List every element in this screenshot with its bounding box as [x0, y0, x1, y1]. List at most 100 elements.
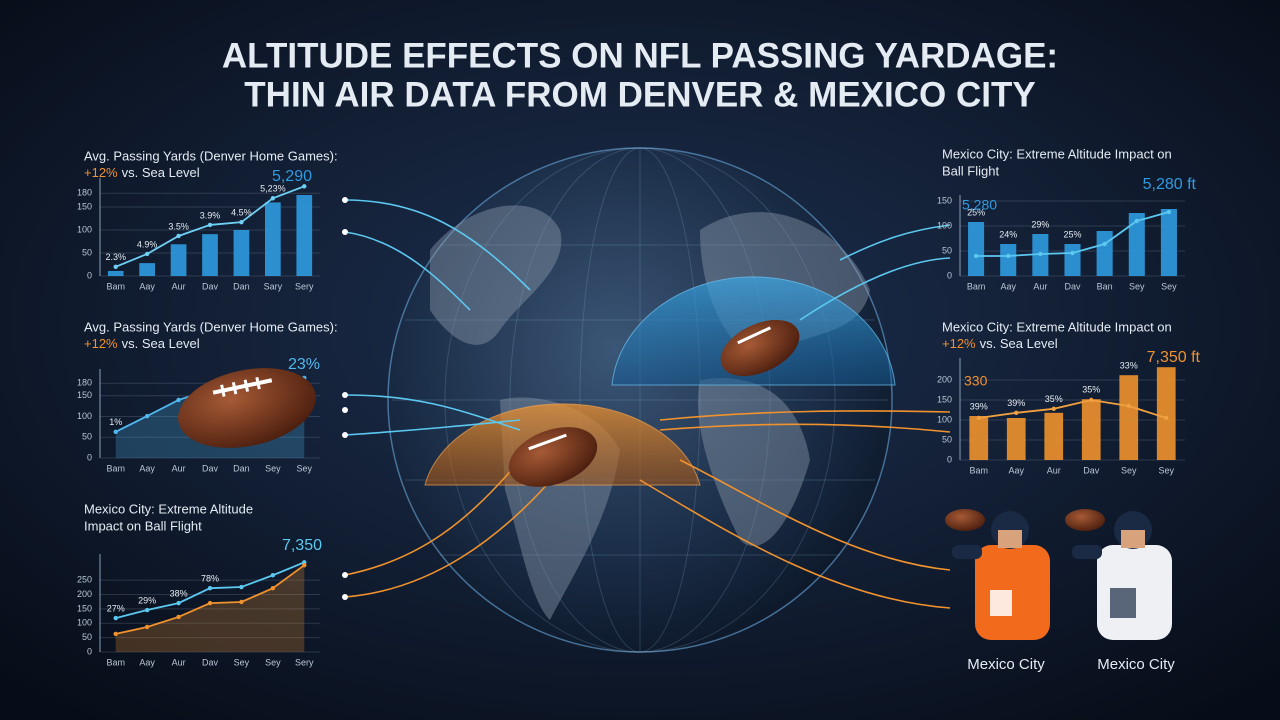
- x-tick-label: Sey: [234, 657, 250, 667]
- point: [144, 251, 150, 257]
- annotation: 38%: [170, 589, 188, 599]
- annotation: 3.9%: [200, 210, 221, 220]
- subtitle-highlight: +12%: [942, 336, 976, 351]
- point: [270, 585, 276, 591]
- bar: [968, 222, 985, 276]
- y-tick-label: 50: [82, 432, 92, 442]
- x-tick-label: Sery: [295, 281, 314, 291]
- point: [1006, 253, 1011, 259]
- subtitle-text: vs. Sea Level: [122, 165, 200, 180]
- panel-subtitle: +12% vs. Sea Level: [942, 336, 1058, 351]
- y-tick-label: 0: [87, 270, 92, 280]
- point: [1164, 415, 1169, 421]
- bar: [1081, 399, 1101, 460]
- panel-title: Mexico City: Extreme Altitude: [84, 501, 253, 516]
- x-tick-label: Dav: [1083, 465, 1100, 475]
- player-caption: Mexico City: [967, 656, 1045, 673]
- y-tick-label: 100: [77, 224, 92, 234]
- point: [1051, 406, 1056, 411]
- y-tick-label: 50: [942, 434, 952, 444]
- y-tick-label: 180: [77, 378, 92, 388]
- point: [113, 631, 118, 637]
- annotation: 39%: [1007, 398, 1025, 408]
- point: [1134, 218, 1139, 224]
- bar: [139, 263, 155, 276]
- y-tick-label: 200: [937, 374, 952, 384]
- x-tick-label: Dan: [233, 281, 250, 291]
- panel-title: Mexico City: Extreme Altitude Impact on: [942, 146, 1172, 161]
- point: [113, 264, 118, 269]
- x-tick-label: Aur: [172, 463, 186, 473]
- annotation: 29%: [1031, 219, 1049, 229]
- x-tick-label: Dav: [202, 463, 219, 473]
- annotation: 27%: [107, 603, 125, 613]
- annotation: 35%: [1045, 394, 1063, 404]
- annotation: 78%: [201, 574, 219, 584]
- big-label: 5,280: [962, 197, 997, 213]
- point: [270, 196, 276, 201]
- point: [1089, 397, 1094, 403]
- y-tick-label: 150: [77, 201, 92, 211]
- x-tick-label: Sey: [265, 463, 281, 473]
- point: [176, 614, 181, 620]
- globe: [387, 147, 896, 653]
- line: [978, 399, 1167, 419]
- panel-title: Avg. Passing Yards (Denver Home Games):: [84, 319, 338, 334]
- point: [144, 607, 150, 613]
- point: [1014, 410, 1019, 415]
- annotation: 33%: [1120, 361, 1138, 371]
- x-tick-label: Sey: [1129, 281, 1145, 291]
- annotation: 5,23%: [260, 184, 286, 194]
- subtitle-text: vs. Sea Level: [980, 336, 1058, 351]
- x-tick-label: Bam: [969, 465, 988, 475]
- connector-lines: [342, 197, 951, 609]
- x-tick-label: Sey: [1161, 281, 1177, 291]
- point: [1070, 250, 1075, 256]
- y-tick-label: 0: [87, 452, 92, 462]
- x-tick-label: Aay: [1008, 465, 1024, 475]
- panel-title: Mexico City: Extreme Altitude Impact on: [942, 319, 1172, 334]
- y-tick-label: 100: [77, 411, 92, 421]
- big-label: 5,290: [272, 168, 312, 185]
- big-label: 7,350 ft: [1147, 349, 1201, 366]
- annotation: 3.5%: [168, 221, 189, 231]
- y-tick-label: 150: [937, 195, 952, 205]
- y-tick-label: 100: [77, 618, 92, 628]
- point: [239, 599, 244, 605]
- bar: [1096, 231, 1113, 276]
- annotation: 39%: [970, 401, 988, 411]
- bar: [202, 234, 218, 276]
- panel-title: Impact on Ball Flight: [84, 518, 202, 533]
- annotation: 24%: [999, 229, 1017, 239]
- big-label: 330: [964, 373, 988, 389]
- x-tick-label: Aay: [1000, 281, 1016, 291]
- point: [176, 233, 181, 239]
- bar: [1064, 244, 1081, 276]
- bar: [107, 270, 124, 276]
- y-tick-label: 250: [77, 575, 92, 585]
- annotation: 4.9%: [137, 239, 158, 249]
- point: [1102, 241, 1107, 247]
- x-tick-label: Sey: [265, 657, 281, 667]
- x-tick-label: Aur: [1047, 465, 1061, 475]
- point: [113, 429, 118, 435]
- bar: [1044, 412, 1064, 460]
- annotation: 2.3%: [105, 252, 126, 262]
- big-label: 5,280 ft: [1143, 176, 1197, 193]
- bar: [296, 195, 313, 276]
- area: [115, 565, 305, 652]
- x-tick-label: Sey: [1121, 465, 1137, 475]
- bar: [1000, 244, 1017, 276]
- x-tick-label: Aur: [172, 281, 186, 291]
- point: [144, 624, 150, 630]
- x-tick-label: Bam: [106, 657, 125, 667]
- point: [239, 219, 244, 225]
- bar: [1160, 209, 1177, 276]
- title-line: THIN AIR DATA FROM DENVER & MEXICO CITY: [244, 75, 1035, 114]
- x-tick-label: Aur: [172, 657, 186, 667]
- bar: [170, 244, 187, 276]
- point: [207, 585, 213, 591]
- x-tick-label: Ban: [1097, 281, 1113, 291]
- annotation: 29%: [138, 595, 156, 605]
- title-line: ALTITUDE EFFECTS ON NFL PASSING YARDAGE:: [222, 36, 1058, 75]
